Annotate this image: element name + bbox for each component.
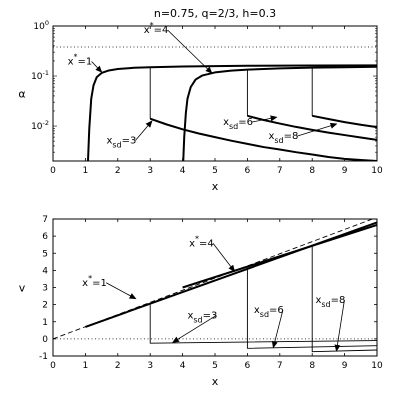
series-xsd8 — [311, 244, 377, 353]
x-tick-label: 8 — [309, 166, 315, 176]
x-tick-label: 1 — [83, 166, 89, 176]
x-tick-label: 0 — [50, 361, 56, 371]
y-tick-label: -1 — [39, 352, 48, 362]
x-tick-label: 3 — [147, 166, 153, 176]
annotation-label: x*=1 — [68, 52, 93, 67]
y-axis-label: v — [19, 282, 26, 295]
x-tick-label: 9 — [342, 166, 348, 176]
x-tick-label: 8 — [309, 361, 315, 371]
annotation-label: xsd=8 — [268, 131, 298, 145]
series-xsd6-decay — [247, 114, 377, 141]
y-tick-label: 7 — [42, 215, 48, 225]
annotation-arrow — [135, 120, 153, 141]
series-xstar1 — [86, 64, 377, 161]
x-tick-label: 6 — [245, 361, 251, 371]
series-xstar4 — [182, 65, 377, 161]
plot-area — [53, 219, 377, 353]
series-xsd6 — [246, 267, 377, 349]
annotation-arrow — [91, 61, 103, 73]
x-tick-label: 9 — [342, 361, 348, 371]
plot-area — [53, 46, 377, 161]
x-tick-label: 1 — [83, 361, 89, 371]
annotation-arrow — [172, 314, 217, 343]
annotation-arrow — [297, 122, 338, 137]
y-tick-label: 6 — [42, 232, 48, 242]
annotation-label: x*=4 — [144, 21, 169, 36]
x-tick-label: 5 — [212, 166, 218, 176]
y-tick-label: 10-2 — [31, 119, 49, 132]
annotation-label: xsd=6 — [254, 305, 284, 319]
annotation-arrow — [334, 299, 345, 352]
annotation-arrow — [271, 310, 284, 349]
y-tick-label: 5 — [42, 249, 48, 259]
annotation-label: x*=1 — [82, 274, 107, 289]
x-axis-label: x — [212, 375, 219, 388]
y-axis-label: α — [18, 88, 25, 101]
x-tick-label: 2 — [115, 361, 121, 371]
annotation-label: xsd=8 — [315, 295, 345, 309]
annotation-label: x*=4 — [189, 234, 214, 249]
x-tick-label: 7 — [277, 361, 283, 371]
alpha-panel: 0 1 2 3 4 5 6 7 8 9 10 10-2 10-1 100 x α x*=1 x*=4 xsd=3 xs… — [18, 19, 383, 193]
annotation-label: xsd=6 — [223, 117, 253, 131]
y-tick-label: 3 — [42, 284, 48, 294]
series-xsd8-decay — [312, 114, 377, 129]
y-tick-label: 100 — [33, 19, 49, 32]
x-tick-label: 3 — [147, 361, 153, 371]
x-tick-label: 4 — [180, 361, 186, 371]
figure-title: n=0.75, q=2/3, h=0.3 — [154, 7, 276, 20]
series-xstar4 — [182, 224, 377, 289]
annotation-arrow — [212, 243, 236, 273]
x-tick-label: 10 — [371, 166, 383, 176]
y-tick-label: 1 — [42, 318, 48, 328]
x-tick-label: 2 — [115, 166, 121, 176]
annotation-label: xsd=3 — [106, 135, 136, 149]
annotation-arrow — [105, 282, 137, 300]
series-xsd3-decay — [149, 117, 377, 161]
x-tick-label: 5 — [212, 361, 218, 371]
x-tick-label: 10 — [371, 361, 383, 371]
y-tick-label: 4 — [42, 266, 48, 276]
series-xsd3 — [149, 304, 377, 344]
x-tick-label: 0 — [50, 166, 56, 176]
x-tick-label: 4 — [180, 166, 186, 176]
annotation-arrow — [167, 29, 213, 74]
plot-frame — [52, 25, 378, 162]
x-axis-label: x — [212, 180, 219, 193]
x-tick-label: 6 — [245, 166, 251, 176]
y-tick-label: 10-1 — [31, 69, 49, 82]
y-tick-label: 0 — [42, 335, 48, 345]
x-tick-label: 7 — [277, 166, 283, 176]
annotation-arrow — [252, 115, 278, 123]
y-tick-label: 2 — [42, 301, 48, 311]
